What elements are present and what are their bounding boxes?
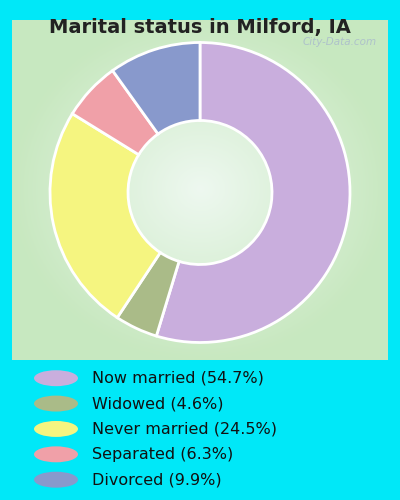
Wedge shape — [72, 70, 158, 154]
Text: Never married (24.5%): Never married (24.5%) — [92, 422, 277, 436]
Wedge shape — [156, 42, 350, 343]
Text: Divorced (9.9%): Divorced (9.9%) — [92, 472, 222, 487]
Text: City-Data.com: City-Data.com — [302, 37, 377, 47]
Text: Widowed (4.6%): Widowed (4.6%) — [92, 396, 224, 411]
Wedge shape — [50, 114, 160, 318]
Wedge shape — [112, 42, 200, 134]
Circle shape — [34, 472, 78, 488]
Circle shape — [34, 421, 78, 437]
Wedge shape — [117, 252, 179, 336]
Text: Now married (54.7%): Now married (54.7%) — [92, 370, 264, 386]
Circle shape — [34, 396, 78, 411]
Text: Separated (6.3%): Separated (6.3%) — [92, 447, 233, 462]
Circle shape — [34, 446, 78, 462]
Text: Marital status in Milford, IA: Marital status in Milford, IA — [49, 18, 351, 36]
Circle shape — [34, 370, 78, 386]
